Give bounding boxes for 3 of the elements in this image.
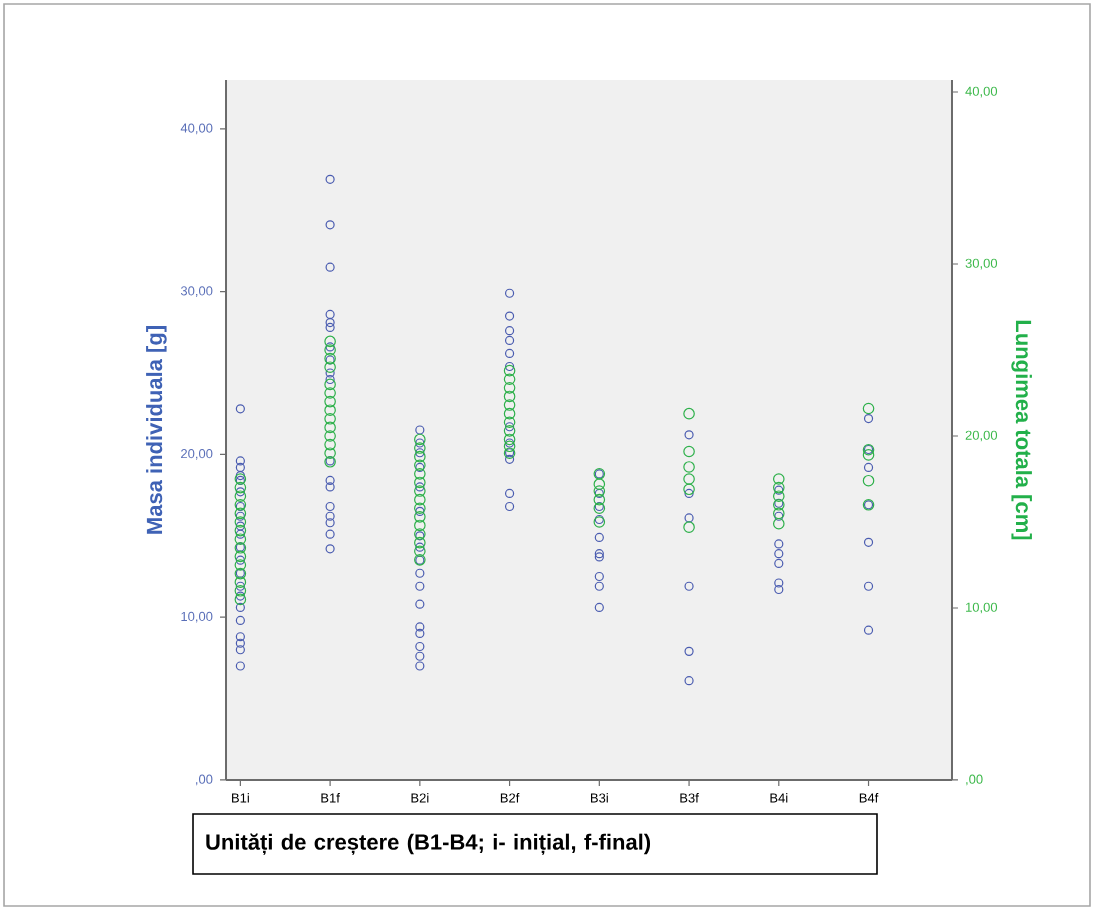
y-axis-title: Masa individuala [g] [146, 326, 167, 534]
x-axis-title: Unități de creștere (B1-B4; i- inițial, f-final) [206, 833, 651, 855]
y2-axis-title: Lungimea totala [cm] [1011, 320, 1032, 540]
